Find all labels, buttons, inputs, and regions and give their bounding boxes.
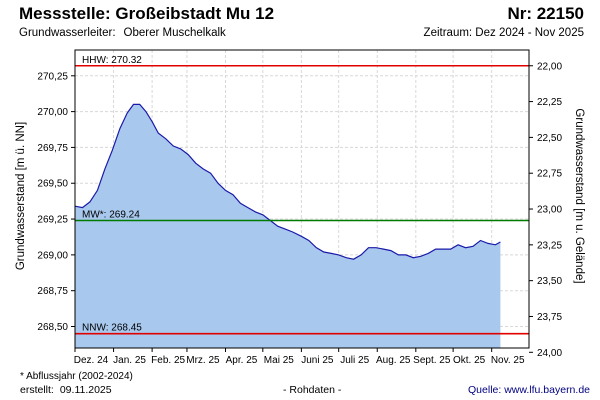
- footnote: * Abflussjahr (2002-2024): [20, 371, 133, 382]
- plot-frame: [74, 49, 530, 349]
- y-tick-label: 269,00: [37, 250, 68, 261]
- y-tick-right-label: 22,50: [537, 133, 562, 144]
- aquifer-value: Oberer Muschelkalk: [123, 27, 226, 39]
- y-axis-label-right: Grundwasserstand [m u. Gelände]: [573, 108, 585, 283]
- x-tick-label: Sept. 25: [413, 355, 451, 366]
- y-tick-right-label: 23,00: [537, 205, 562, 216]
- x-tick-label: Okt. 25: [453, 355, 486, 366]
- created-label: erstellt:: [20, 384, 54, 396]
- aquifer-info: Grundwasserleiter: Oberer Muschelkalk: [19, 27, 226, 39]
- x-tick-label: Dez. 24: [74, 355, 109, 366]
- reference-label: HHW: 270.32: [82, 55, 142, 66]
- y-tick-right-label: 22,00: [537, 61, 562, 72]
- x-tick-label: Mrz. 25: [186, 355, 220, 366]
- x-tick-label: Feb. 25: [151, 355, 185, 366]
- y-tick-label: 268,75: [37, 286, 68, 297]
- x-tick-label: Juni 25: [301, 355, 334, 366]
- y-tick-label: 268,50: [37, 322, 68, 333]
- y-axis-left: 268,50 268,75 269,00 269,25 269,50 269,75 270,…: [37, 71, 75, 333]
- x-tick-label: Nov. 25: [491, 355, 525, 366]
- x-tick-label: Mai 25: [264, 355, 294, 366]
- y-tick-right-label: 24,00: [537, 348, 562, 359]
- y-tick-right-label: 22,25: [537, 97, 562, 108]
- x-axis: Dez. 24 Jan. 25 Feb. 25 Mrz. 25 Apr. 25 Mai 2…: [74, 348, 525, 366]
- period-label: Zeitraum: Dez 2024 - Nov 2025: [423, 27, 584, 39]
- raw-data-note: - Rohdaten -: [283, 384, 342, 396]
- station-title: Messstelle: Großeibstadt Mu 12: [19, 4, 275, 23]
- x-tick-label: Jan. 25: [113, 355, 146, 366]
- y-tick-label: 269,25: [37, 215, 68, 226]
- y-tick-right-label: 23,25: [537, 240, 562, 251]
- aquifer-label: Grundwasserleiter:: [19, 27, 116, 39]
- created-info: erstellt: 09.11.2025: [20, 384, 112, 396]
- water-level-line: [74, 103, 501, 260]
- y-tick-label: 270,00: [37, 107, 68, 118]
- reference-label: MW*: 269.24: [82, 209, 140, 220]
- station-number: Nr: 22150: [507, 4, 584, 23]
- x-tick-label: Aug. 25: [376, 355, 411, 366]
- y-tick-right-label: 22,75: [537, 169, 562, 180]
- y-tick-right-label: 23,75: [537, 312, 562, 323]
- source-link[interactable]: Quelle: www.lfu.bayern.de: [468, 384, 590, 396]
- y-tick-label: 270,25: [37, 71, 68, 82]
- y-tick-label: 269,75: [37, 143, 68, 154]
- reference-lines: HHW: 270.32 MW*: 269.24 NNW: 268.45: [75, 55, 529, 335]
- created-date: 09.11.2025: [59, 384, 112, 396]
- y-axis-label-left: Grundwasserstand [m ü. NN]: [15, 122, 27, 270]
- y-tick-right-label: 23,50: [537, 276, 562, 287]
- reference-label: NNW: 268.45: [82, 323, 142, 334]
- water-level-area: [75, 104, 501, 349]
- y-axis-right: 24,00 23,75 23,50 23,25 23,00 22,75 22,50 22,25…: [529, 61, 562, 359]
- x-tick-label: Apr. 25: [226, 355, 258, 366]
- y-tick-label: 269,50: [37, 179, 68, 190]
- x-tick-label: Juli 25: [340, 355, 369, 366]
